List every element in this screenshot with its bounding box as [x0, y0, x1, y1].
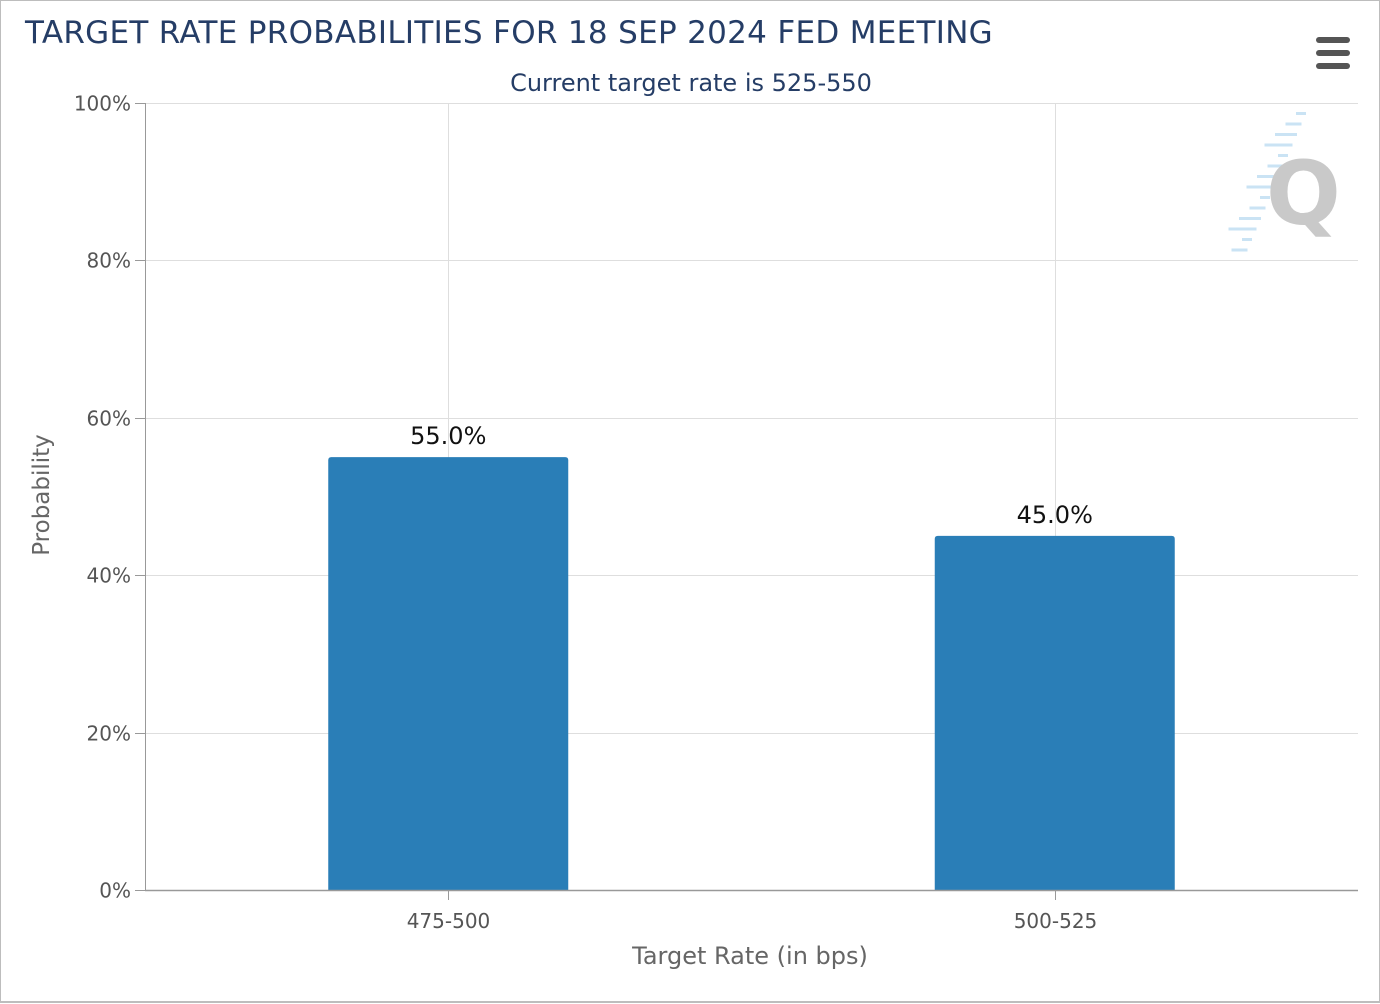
y-tick-label: 40% [87, 564, 131, 588]
chart-title: TARGET RATE PROBABILITIES FOR 18 SEP 202… [25, 15, 993, 51]
y-tick-label: 80% [87, 249, 131, 273]
data-label: 45.0% [1017, 501, 1093, 529]
watermark-stripe [1285, 122, 1302, 126]
watermark-stripe [1231, 248, 1248, 252]
hamburger-menu-icon[interactable] [1311, 35, 1355, 71]
q-watermark-icon: Q [1228, 112, 1341, 252]
y-tick-label: 20% [87, 722, 131, 746]
watermark-stripe [1228, 227, 1257, 231]
watermark-stripe [1278, 154, 1288, 157]
watermark-letter: Q [1266, 142, 1341, 245]
bar-475-500 [328, 457, 569, 890]
y-tick-label: 0% [99, 879, 131, 903]
watermark-stripe [1242, 238, 1252, 241]
axis-layer: 0% 20% 40% 60% 80% 100% 475-500 500-525 [74, 92, 1358, 933]
bar-layer: 55.0% 45.0% [328, 422, 1175, 890]
grid-layer [145, 103, 1358, 890]
x-tick-label: 475-500 [407, 909, 491, 933]
y-tick-label: 60% [87, 407, 131, 431]
watermark-stripe [1249, 206, 1266, 210]
watermark-stripe [1275, 133, 1297, 136]
watermark-stripe [1264, 143, 1293, 147]
bar-500-525 [934, 535, 1175, 890]
y-axis-label: Probability [29, 434, 55, 556]
watermark-stripe [1257, 175, 1279, 178]
x-axis-label: Target Rate (in bps) [632, 942, 868, 970]
watermark-stripe [1267, 164, 1284, 168]
y-tick-label: 100% [74, 92, 131, 116]
chart-subtitle: Current target rate is 525-550 [510, 69, 872, 97]
watermark-stripe [1296, 112, 1306, 115]
watermark-stripe [1260, 196, 1270, 199]
x-tick-label: 500-525 [1014, 909, 1098, 933]
watermark-stripe [1239, 217, 1261, 220]
watermark-stripe [1246, 185, 1275, 189]
data-label: 55.0% [410, 422, 486, 450]
